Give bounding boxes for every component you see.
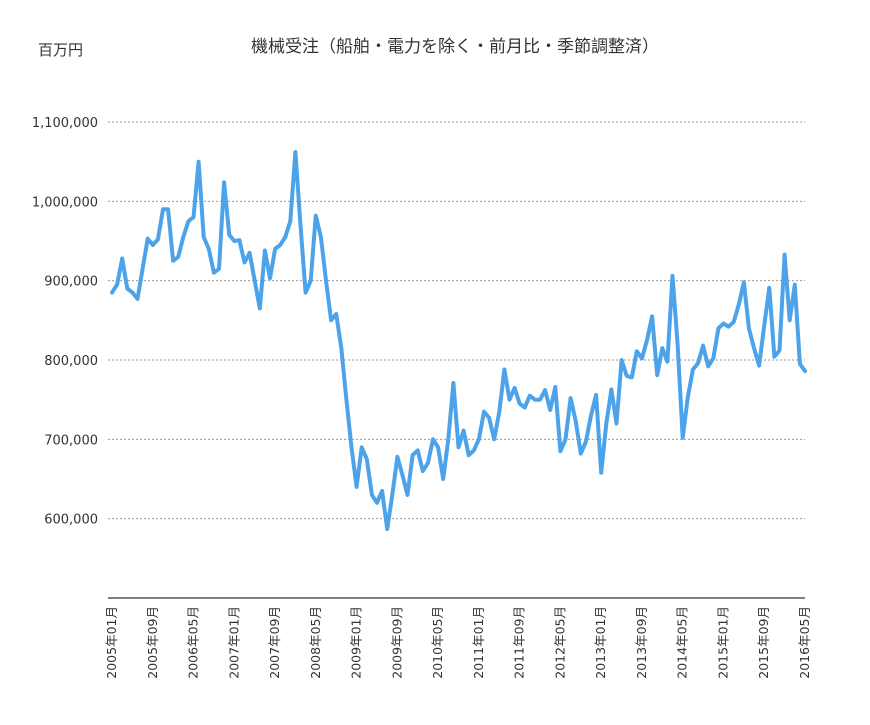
x-tick-label: 2013年01月 [593,606,608,679]
x-axis-ticks: 2005年01月 2005年09月 2006年05月 2007年01月 2007年09月… [104,606,812,679]
x-tick-label: 2016年05月 [797,606,812,679]
x-tick-label: 2007年01月 [226,606,241,679]
x-tick-label: 2013年09月 [634,606,649,679]
chart-title: 機械受注（船舶・電力を除く・前月比・季節調整済） [251,37,659,57]
x-tick-label: 2012年05月 [552,606,567,679]
x-tick-label: 2005年01月 [104,606,119,679]
series-layer [110,150,807,531]
y-tick-label: 800,000 [44,354,98,369]
y-tick-label: 700,000 [44,433,98,448]
x-tick-label: 2010年05月 [430,606,445,679]
y-tick-label: 1,000,000 [32,195,98,210]
y-axis-unit-label: 百万円 [38,41,83,59]
x-tick-label: 2011年01月 [471,606,486,679]
y-axis-ticks: 600,000 700,000 800,000 900,000 1,000,000 1,1… [32,116,98,528]
x-tick-label: 2008年05月 [308,606,323,679]
x-tick-label: 2011年09月 [512,606,527,679]
x-tick-label: 2009年09月 [389,606,404,679]
x-tick-label: 2006年05月 [186,606,201,679]
x-tick-label: 2015年09月 [756,606,771,679]
y-tick-label: 1,100,000 [32,116,98,131]
y-tick-label: 900,000 [44,275,98,290]
y-tick-label: 600,000 [44,513,98,528]
x-tick-label: 2015年01月 [715,606,730,679]
x-tick-label: 2014年05月 [675,606,690,679]
x-tick-label: 2007年09月 [267,606,282,679]
series-line [110,150,807,531]
x-tick-label: 2009年01月 [349,606,364,679]
gridlines [108,121,805,520]
x-tick-label: 2005年09月 [145,606,160,679]
